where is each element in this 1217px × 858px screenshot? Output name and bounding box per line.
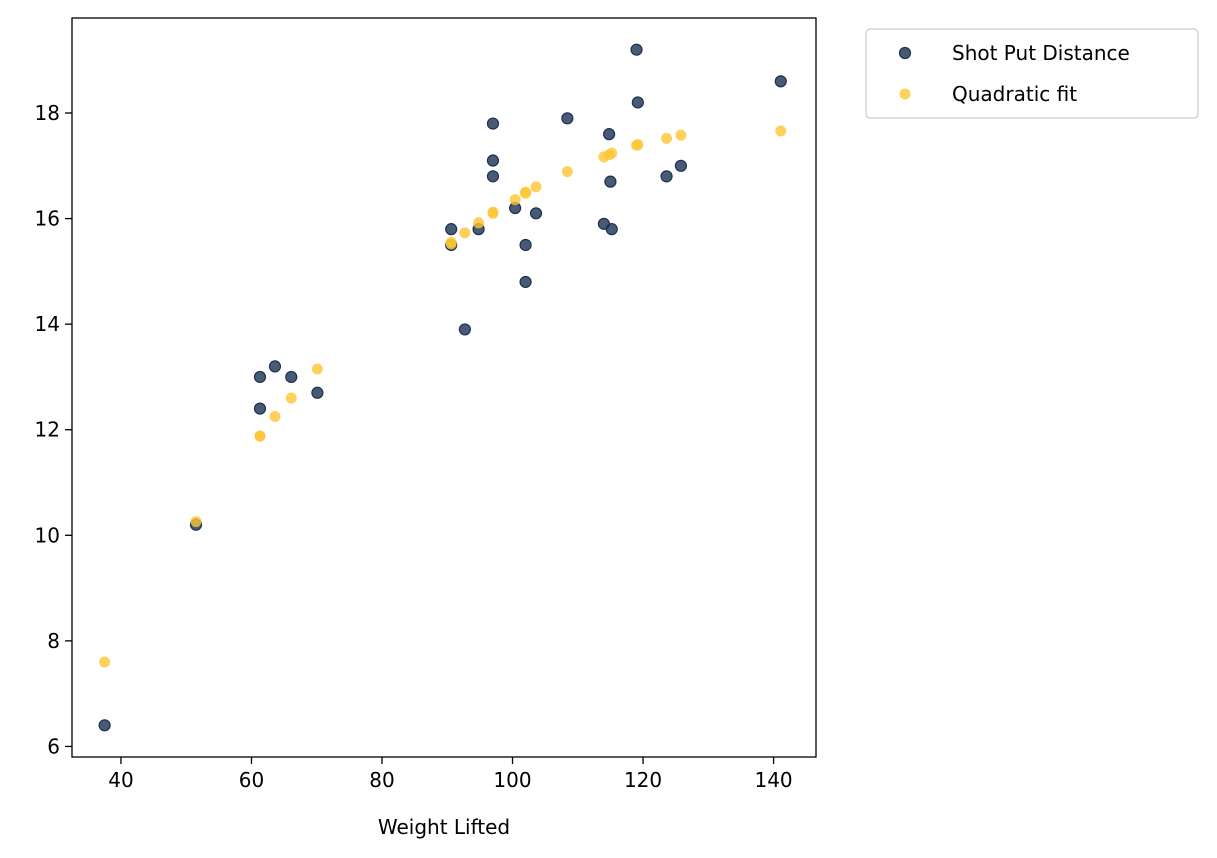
- data-point: [254, 430, 266, 442]
- data-point: [486, 154, 500, 167]
- data-point: [519, 238, 532, 252]
- y-tick-label: 18: [35, 101, 60, 125]
- y-tick-label: 6: [47, 734, 60, 758]
- data-point: [529, 207, 543, 220]
- data-points: [98, 43, 787, 732]
- data-point: [631, 96, 644, 109]
- x-tick-label: 120: [624, 768, 662, 792]
- data-point: [311, 386, 324, 399]
- data-point: [268, 360, 282, 373]
- data-point: [675, 129, 687, 141]
- series-2-points: [99, 125, 787, 668]
- y-tick-label: 16: [35, 207, 60, 231]
- y-axis-ticks: 6 8 10 12 14 16 18: [35, 101, 72, 758]
- data-point: [519, 275, 532, 289]
- plot-background: [72, 18, 816, 757]
- data-point: [632, 139, 644, 151]
- data-point: [486, 117, 500, 130]
- data-point: [530, 181, 542, 193]
- data-point: [774, 75, 787, 88]
- data-point: [603, 128, 616, 141]
- x-tick-label: 100: [493, 768, 531, 792]
- data-point: [190, 516, 202, 528]
- legend: Shot Put Distance Quadratic fit: [865, 28, 1199, 119]
- data-point: [660, 170, 673, 183]
- data-point: [311, 363, 323, 375]
- data-point: [269, 411, 281, 423]
- x-tick-label: 60: [239, 768, 264, 792]
- data-point: [561, 112, 574, 125]
- y-tick-label: 10: [35, 523, 60, 547]
- legend-label: Shot Put Distance: [952, 41, 1130, 65]
- data-point: [561, 166, 573, 178]
- x-tick-label: 40: [108, 768, 133, 792]
- x-axis-ticks: 40 60 80 100 120 140: [108, 757, 793, 792]
- x-axis-label: Weight Lifted: [378, 815, 510, 839]
- y-tick-label: 14: [35, 312, 60, 336]
- data-point: [487, 206, 499, 218]
- data-point: [605, 223, 618, 236]
- data-point: [99, 656, 111, 668]
- y-tick-label: 8: [47, 629, 60, 653]
- data-point: [285, 370, 298, 384]
- data-point: [775, 125, 787, 137]
- x-tick-label: 140: [754, 768, 792, 792]
- data-point: [285, 392, 297, 404]
- data-point: [445, 238, 457, 250]
- data-point: [445, 223, 458, 236]
- data-point: [473, 217, 485, 229]
- data-point: [486, 170, 500, 183]
- legend-frame: [865, 28, 1199, 119]
- data-point: [253, 402, 267, 415]
- x-tick-label: 80: [369, 768, 394, 792]
- data-point: [604, 175, 617, 188]
- data-point: [520, 186, 532, 198]
- data-point: [630, 43, 643, 56]
- data-point: [674, 159, 688, 172]
- data-point: [253, 370, 267, 384]
- data-point: [458, 323, 471, 336]
- data-point: [98, 719, 111, 732]
- plot-frame: [71, 17, 817, 758]
- y-tick-label: 12: [35, 418, 60, 442]
- data-point: [661, 132, 673, 144]
- data-point: [509, 194, 521, 206]
- legend-marker: [898, 46, 912, 60]
- data-point: [606, 147, 618, 159]
- legend-marker: [899, 88, 911, 100]
- data-point: [459, 227, 471, 239]
- legend-label: Quadratic fit: [952, 82, 1077, 106]
